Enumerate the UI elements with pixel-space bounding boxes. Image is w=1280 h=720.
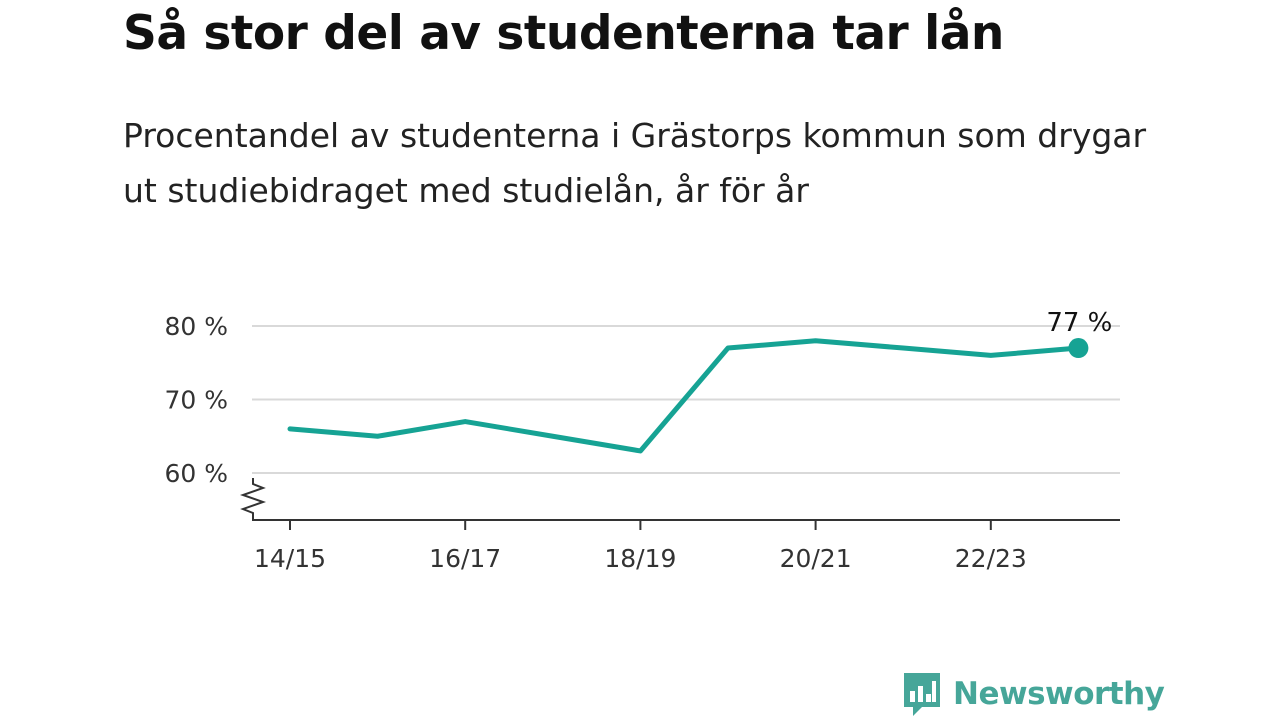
brand-name: Newsworthy xyxy=(953,676,1165,712)
bar-chart-speech-bubble-icon xyxy=(904,673,940,716)
y-tick-label: 70 % xyxy=(164,386,228,415)
x-tick-label: 22/23 xyxy=(955,544,1027,573)
x-tick-label: 16/17 xyxy=(429,544,501,573)
chart-title: Så stor del av studenterna tar lån xyxy=(123,6,1004,61)
last-data-point xyxy=(1068,338,1089,359)
x-tick-label: 14/15 xyxy=(254,544,326,573)
x-tick-label: 18/19 xyxy=(604,544,676,573)
y-tick-label: 80 % xyxy=(164,312,228,341)
x-tick-label: 20/21 xyxy=(780,544,852,573)
series-line xyxy=(287,338,1081,454)
y-tick-label: 60 % xyxy=(164,459,228,488)
last-value-label: 77 % xyxy=(1046,308,1112,338)
axis-break-icon xyxy=(239,478,267,520)
newsworthy-logo: Newsworthy xyxy=(901,670,1165,718)
chart-subtitle: Procentandel av studenterna i Grästorps … xyxy=(123,116,1147,210)
